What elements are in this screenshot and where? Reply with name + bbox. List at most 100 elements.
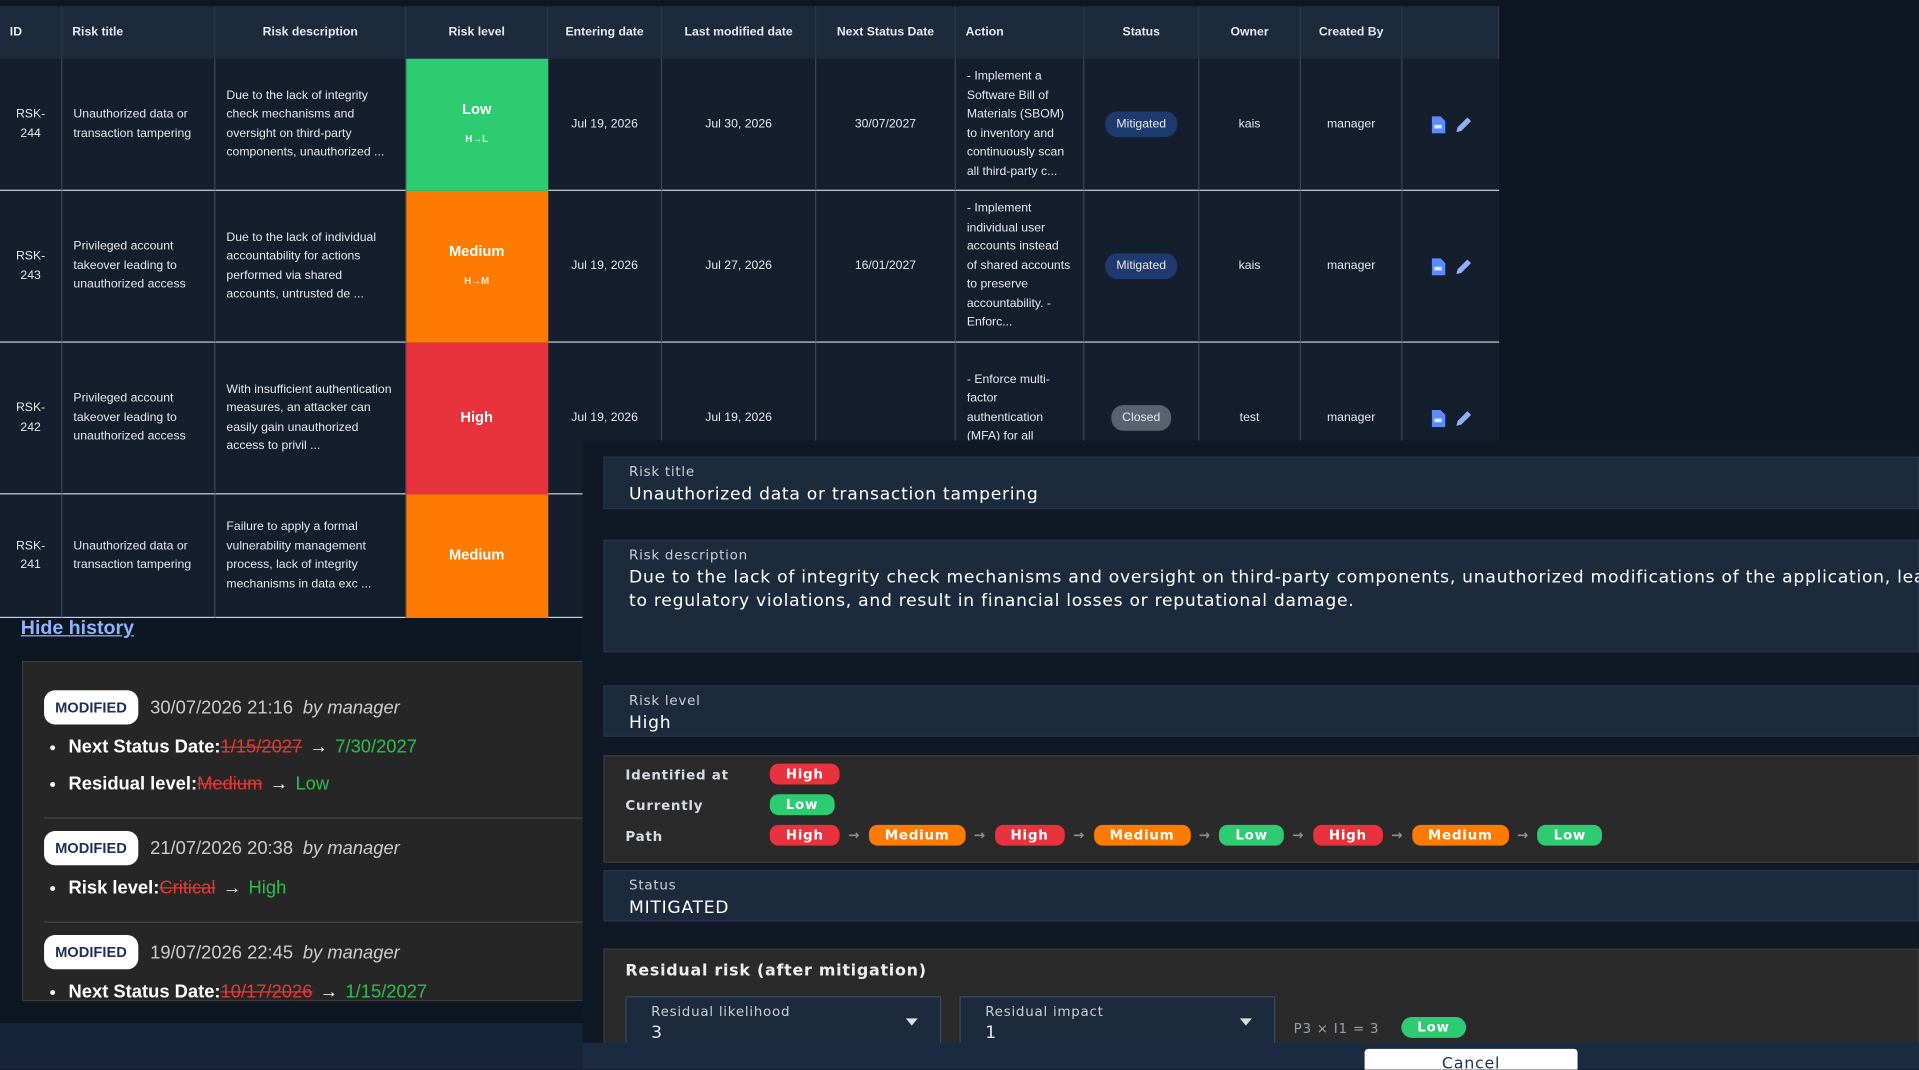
footer-band bbox=[0, 1023, 583, 1070]
cell-text: manager bbox=[1326, 117, 1376, 131]
arrow: → bbox=[848, 827, 861, 844]
value: Unauthorized data or transaction tamperi… bbox=[629, 484, 1039, 505]
column-header: Entering date bbox=[548, 6, 663, 59]
level-path: High → Medium → High → Medium → Low → High → Medium →… bbox=[769, 824, 1603, 846]
cell-text: - Implement a Software Bill of Materials… bbox=[966, 69, 1065, 179]
arrow: → bbox=[1198, 827, 1211, 844]
table-cell: Jul 19, 2026 bbox=[548, 190, 663, 343]
cell-text: Jul 19, 2026 bbox=[571, 410, 638, 425]
cell-text: manager bbox=[1326, 410, 1376, 425]
level-path: H→M bbox=[464, 274, 490, 286]
table-cell: Jul 19, 2026 bbox=[548, 58, 663, 191]
table-cell: Unauthorized data or transaction tamperi… bbox=[62, 494, 216, 619]
table-cell: Privileged account takeover leading to u… bbox=[62, 190, 216, 343]
cell-text: RSK-244 bbox=[15, 107, 46, 141]
level-history: Identified at High Currently Low Path Hi… bbox=[603, 755, 1919, 863]
level-chip: Medium bbox=[1093, 824, 1191, 846]
arrow: → bbox=[222, 877, 242, 899]
table-cell: RSK-243 bbox=[0, 190, 63, 343]
table-cell: Jul 30, 2026 bbox=[662, 58, 817, 191]
result-chip: Low bbox=[1401, 1017, 1466, 1038]
table-cell: kais bbox=[1199, 190, 1301, 343]
table-cell: With insufficient authentication measure… bbox=[215, 342, 407, 495]
table-cell: Unauthorized data or transaction tamperi… bbox=[62, 58, 216, 191]
pdf-icon[interactable] bbox=[1430, 409, 1445, 427]
column-header: Action bbox=[955, 6, 1085, 59]
value: Due to the lack of integrity check mecha… bbox=[629, 567, 1919, 611]
risk-level-cell: Medium H→M bbox=[406, 190, 549, 343]
label: Status bbox=[629, 877, 677, 894]
cell-text: 30/07/2027 bbox=[854, 117, 917, 131]
label: Residual likelihood bbox=[651, 1003, 791, 1020]
change-list: Next Status Date:1/15/2027 → 7/30/2027 Resi… bbox=[44, 729, 582, 802]
old-value: 10/17/2026 bbox=[220, 981, 313, 1002]
table-cell: Privileged account takeover leading to u… bbox=[62, 342, 216, 495]
pdf-icon[interactable] bbox=[1430, 257, 1445, 275]
cell-text: Jul 19, 2026 bbox=[705, 410, 772, 425]
likelihood-select[interactable]: Residual likelihood 3 bbox=[625, 996, 942, 1051]
edit-icon[interactable] bbox=[1455, 258, 1472, 275]
status-badge: Closed bbox=[1111, 404, 1172, 432]
level-chip: Low bbox=[1219, 824, 1284, 846]
cell-text: RSK-243 bbox=[15, 249, 46, 283]
cell-text: test bbox=[1239, 410, 1260, 425]
table-cell: 30/07/2027 bbox=[816, 58, 956, 191]
chip: High bbox=[769, 763, 840, 785]
cell-text: Jul 27, 2026 bbox=[705, 259, 772, 273]
history-entry: MODIFIED 19/07/2026 22:45 by manager Next S… bbox=[44, 923, 583, 1002]
status-cell: Mitigated bbox=[1084, 58, 1200, 191]
hide-history-link[interactable]: Hide history bbox=[20, 618, 134, 639]
impact-select[interactable]: Residual impact 1 bbox=[959, 996, 1276, 1051]
residual-box: Residual risk (after mitigation) Residua… bbox=[603, 948, 1919, 1059]
entry-author: by manager bbox=[302, 696, 400, 718]
column-header: Next Status Date bbox=[816, 6, 956, 59]
history-entry: MODIFIED 30/07/2026 21:16 by manager Next S… bbox=[44, 678, 583, 819]
change-item: Next Status Date:10/17/2026 → 1/15/2027 bbox=[69, 974, 583, 1002]
column-header: Owner bbox=[1199, 6, 1301, 59]
field-card: Risk description Due to the lack of integ… bbox=[603, 539, 1919, 653]
cell-text: Privileged account takeover leading to u… bbox=[73, 240, 186, 292]
cell-text: Unauthorized data or transaction tamperi… bbox=[73, 539, 192, 572]
new-value: 1/15/2027 bbox=[345, 981, 428, 1002]
arrow: → bbox=[1517, 827, 1530, 844]
change-item: Residual level:Medium → Low bbox=[69, 766, 583, 803]
table-cell: Failure to apply a formal vulnerability … bbox=[215, 494, 407, 619]
cell-text: kais bbox=[1238, 259, 1261, 273]
value: MITIGATED bbox=[629, 898, 730, 918]
cell-text: Jul 19, 2026 bbox=[571, 117, 638, 131]
column-header: Status bbox=[1084, 6, 1200, 59]
pdf-icon[interactable] bbox=[1430, 115, 1445, 133]
entry-author: by manager bbox=[302, 941, 400, 963]
value: High bbox=[629, 713, 672, 734]
change-list: Next Status Date:10/17/2026 → 1/15/2027 bbox=[44, 974, 583, 1002]
detail-panel: Risk title Unauthorized data or transacti… bbox=[582, 440, 1919, 1070]
value: 1 bbox=[985, 1023, 997, 1043]
cell-text: Failure to apply a formal vulnerability … bbox=[226, 520, 372, 591]
level-chip: Medium bbox=[1411, 824, 1509, 846]
risk-level-cell: High bbox=[406, 342, 549, 495]
risk-level-cell: Medium bbox=[406, 494, 549, 619]
column-header: Risk level bbox=[406, 6, 549, 59]
cell-text: Jul 30, 2026 bbox=[705, 117, 772, 131]
level-chip: High bbox=[994, 824, 1065, 846]
cancel-button[interactable]: Cancel bbox=[1364, 1048, 1578, 1070]
column-header bbox=[1402, 6, 1500, 59]
badge: MODIFIED bbox=[44, 935, 138, 970]
arrow: → bbox=[1292, 827, 1305, 844]
risk-level-cell: Low H→L bbox=[406, 58, 549, 191]
label: Risk level bbox=[629, 692, 701, 709]
status-badge: Mitigated bbox=[1105, 253, 1178, 280]
edit-icon[interactable] bbox=[1455, 409, 1472, 426]
label: Identified at bbox=[625, 767, 729, 784]
field: Risk level: bbox=[68, 877, 160, 899]
field-card: Risk level High bbox=[603, 685, 1919, 737]
cell-text: Due to the lack of integrity check mecha… bbox=[226, 88, 385, 160]
entry-date: 19/07/2026 22:45 bbox=[150, 941, 294, 963]
table-cell: Jul 27, 2026 bbox=[662, 190, 817, 343]
table-cell: 16/01/2027 bbox=[816, 190, 956, 343]
edit-icon[interactable] bbox=[1455, 116, 1472, 133]
table-cell: manager bbox=[1300, 58, 1403, 191]
table-cell: Due to the lack of individual accountabi… bbox=[215, 190, 407, 343]
change-item: Risk level:Critical → High bbox=[69, 870, 583, 907]
